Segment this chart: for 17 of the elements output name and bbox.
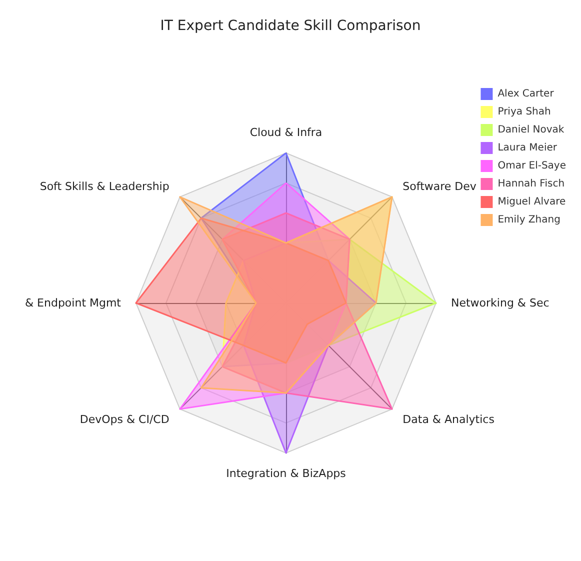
legend-label: Daniel Novak (498, 124, 564, 136)
chart-title: IT Expert Candidate Skill Comparison (160, 18, 421, 34)
legend-label: Miguel Alvare (498, 196, 566, 208)
legend-label: Priya Shah (498, 106, 551, 118)
spoke-label: Data & Analytics (402, 413, 495, 426)
spoke-label: & Endpoint Mgmt (24, 296, 122, 310)
legend-label: Hannah Fisch (498, 178, 565, 190)
spoke-label: Cloud & Infra (250, 126, 322, 139)
legend-label: Alex Carter (498, 88, 555, 100)
spoke-label: Soft Skills & Leadership (40, 180, 170, 193)
spoke-label: Software Dev (402, 180, 477, 193)
legend-label: Laura Meier (498, 142, 558, 154)
spoke-label: Integration & BizApps (226, 467, 346, 480)
spoke-label: DevOps & CI/CD (80, 413, 170, 426)
legend-label: Omar El-Saye (498, 160, 566, 172)
spoke-label: Networking & Sec (451, 296, 550, 310)
legend-label: Emily Zhang (498, 214, 560, 226)
